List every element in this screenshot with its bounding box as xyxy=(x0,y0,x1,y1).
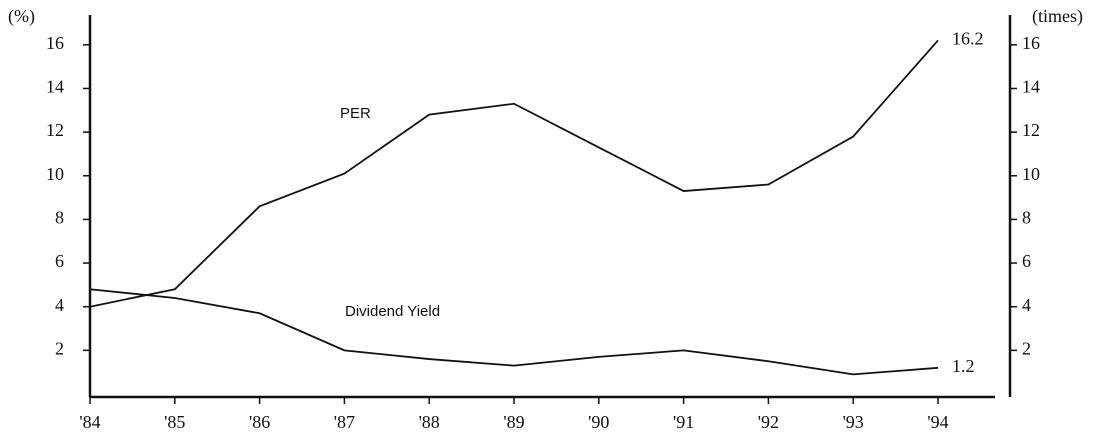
y2-tick-label: 8 xyxy=(1022,208,1031,228)
y-tick-label: 10 xyxy=(46,164,64,184)
y-tick-label: 8 xyxy=(55,208,64,228)
y-tick-label: 6 xyxy=(55,251,64,271)
x-tick-label: '92 xyxy=(758,412,779,432)
x-tick-label: '91 xyxy=(673,412,694,432)
y-tick-label: 14 xyxy=(46,77,64,97)
y-tick-label: 12 xyxy=(46,120,64,140)
y2-tick-label: 4 xyxy=(1022,295,1031,315)
x-tick-label: '93 xyxy=(843,412,864,432)
x-tick-label: '89 xyxy=(503,412,524,432)
y2-tick-label: 6 xyxy=(1022,251,1031,271)
end-value-label: 1.2 xyxy=(952,356,975,376)
series-label: Dividend Yield xyxy=(345,303,440,320)
y-axis-label: (%) xyxy=(8,6,35,27)
y2-tick-label: 12 xyxy=(1022,120,1040,140)
y-tick-label: 16 xyxy=(46,33,64,53)
series-label: PER xyxy=(340,105,371,122)
series-line xyxy=(89,39,939,308)
series-line xyxy=(89,288,939,376)
x-tick-label: '87 xyxy=(334,412,355,432)
x-tick-label: '86 xyxy=(249,412,270,432)
y2-tick-label: 14 xyxy=(1022,77,1040,97)
y2-tick-label: 10 xyxy=(1022,164,1040,184)
x-tick-label: '85 xyxy=(164,412,185,432)
y2-axis-label: (times) xyxy=(1032,6,1083,27)
y2-tick-label: 16 xyxy=(1022,33,1040,53)
x-tick-label: '90 xyxy=(588,412,609,432)
y-tick-label: 2 xyxy=(55,338,64,358)
x-tick-label: '88 xyxy=(419,412,440,432)
y2-tick-label: 2 xyxy=(1022,338,1031,358)
x-tick-label: '84 xyxy=(79,412,100,432)
end-value-label: 16.2 xyxy=(952,29,984,49)
y-tick-label: 4 xyxy=(55,295,64,315)
x-tick-label: '94 xyxy=(927,412,948,432)
